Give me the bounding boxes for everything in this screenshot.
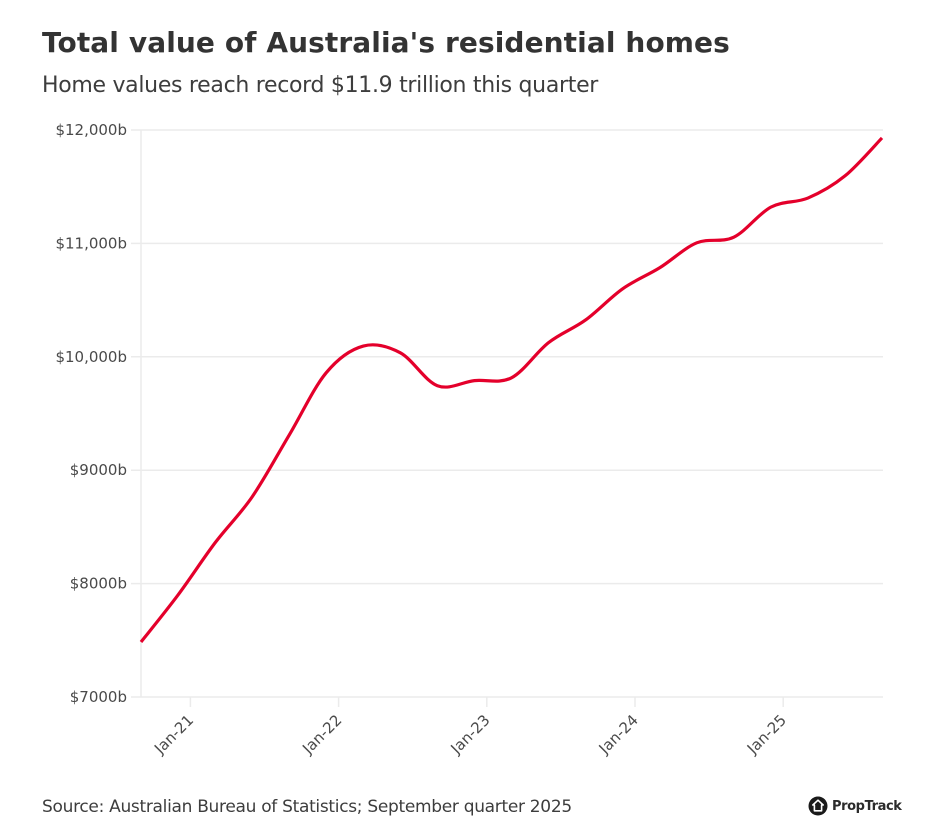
y-tick-label: $12,000b <box>55 121 127 139</box>
source-note: Source: Australian Bureau of Statistics;… <box>42 797 572 817</box>
line-chart: $7000b $8000b $9000b $10,000b $11,000b $12,00… <box>55 121 884 758</box>
y-tick-label: $7000b <box>70 688 127 706</box>
y-axis: $7000b $8000b $9000b $10,000b $11,000b $12,00… <box>55 121 142 706</box>
x-tick-label: Jan-25 <box>743 711 790 758</box>
x-tick-label: Jan-21 <box>150 711 197 758</box>
logo-text: PropTrack <box>832 798 902 814</box>
series-layer <box>139 136 884 643</box>
x-tick-label: Jan-22 <box>298 711 345 758</box>
y-tick-label: $10,000b <box>55 348 127 366</box>
proptrack-logo: PropTrack <box>808 796 902 816</box>
gridlines <box>131 129 883 698</box>
y-tick-label: $9000b <box>70 461 127 479</box>
x-axis: Jan-21 Jan-22 Jan-23 Jan-24 Jan-25 <box>150 697 790 758</box>
chart-title: Total value of Australia's residential h… <box>42 26 730 59</box>
series-line <box>139 136 884 643</box>
house-in-circle-icon <box>808 796 828 816</box>
chart-subtitle: Home values reach record $11.9 trillion … <box>42 73 599 98</box>
x-tick-label: Jan-24 <box>595 711 642 758</box>
x-tick-label: Jan-23 <box>447 711 494 758</box>
y-tick-label: $8000b <box>70 575 127 593</box>
y-tick-label: $11,000b <box>55 234 127 252</box>
